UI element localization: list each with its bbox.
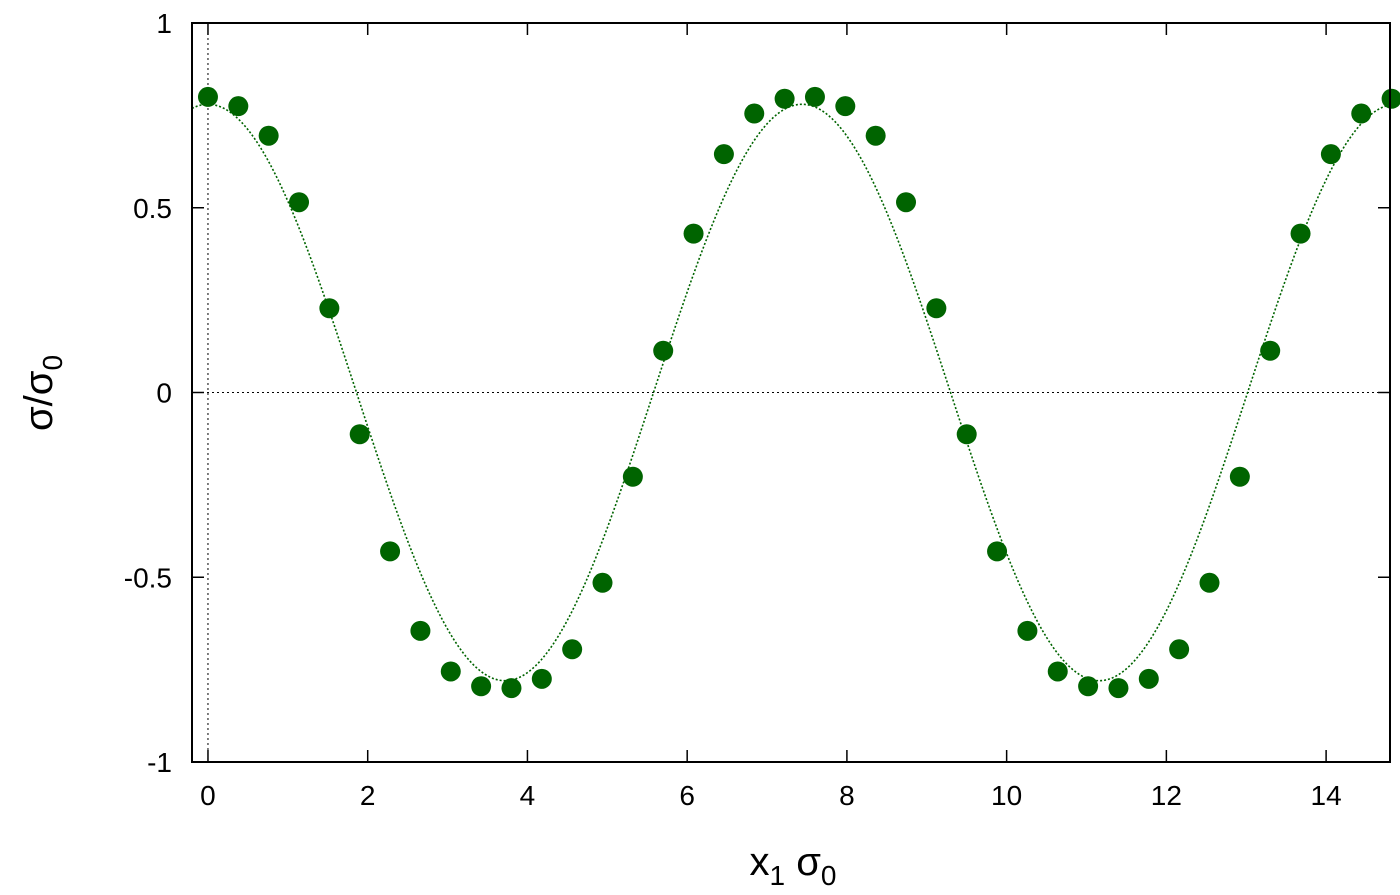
data-point (1229, 466, 1250, 487)
data-point (804, 86, 825, 107)
y-tick-label: 0 (156, 378, 172, 409)
data-point (501, 678, 522, 699)
data-point (440, 661, 461, 682)
x-axis-label-subscript-2: 0 (821, 860, 837, 891)
y-axis-label-subscript: 0 (37, 355, 68, 371)
data-point (1169, 639, 1190, 660)
x-tick-label: 12 (1151, 780, 1182, 811)
y-tick-label: -0.5 (124, 562, 172, 593)
data-point (1320, 144, 1341, 165)
data-point (380, 541, 401, 562)
y-tick-label: 0.5 (133, 193, 172, 224)
plot-frame (191, 22, 1391, 763)
data-point (926, 298, 947, 319)
x-tick-label: 14 (1311, 780, 1342, 811)
x-tick-label: 8 (839, 780, 855, 811)
data-point (1351, 103, 1372, 124)
x-axis-label-main: x (750, 840, 770, 884)
data-point (744, 103, 765, 124)
data-point (774, 88, 795, 109)
x-axis-label-middle: σ (785, 840, 821, 884)
y-axis-label: σ/σ0 (17, 355, 68, 431)
data-point (562, 639, 583, 660)
x-axis-label-subscript-1: 1 (770, 860, 786, 891)
data-point (683, 223, 704, 244)
data-point (835, 96, 856, 117)
data-point (896, 192, 917, 213)
fit-curve-layer (191, 103, 1391, 682)
data-point (865, 125, 886, 146)
data-point (228, 96, 249, 117)
fit-curve (191, 103, 1391, 682)
data-point (258, 125, 279, 146)
tick-labels: 0 2 4 6 8 10 12 14 -1 -0.5 0 0.5 1 (124, 8, 1342, 811)
data-point (1047, 661, 1068, 682)
x-tick-label: 4 (520, 780, 536, 811)
data-point (531, 668, 552, 689)
x-tick-label: 6 (679, 780, 695, 811)
x-tick-label: 0 (200, 780, 216, 811)
data-point (289, 192, 310, 213)
x-tick-label: 2 (360, 780, 376, 811)
data-point (1199, 572, 1220, 593)
data-point (653, 340, 674, 361)
data-point (410, 620, 431, 641)
y-axis-label-main: σ/σ (17, 370, 61, 431)
data-point (592, 572, 613, 593)
x-tick-label: 10 (991, 780, 1022, 811)
data-point (987, 541, 1008, 562)
data-point (713, 144, 734, 165)
y-tick-label: -1 (147, 747, 172, 778)
data-points-layer (197, 86, 1400, 699)
data-point (1138, 668, 1159, 689)
reference-lines (192, 23, 1390, 762)
data-point (622, 466, 643, 487)
data-point (1017, 620, 1038, 641)
x-axis-label: x1 σ0 (750, 840, 837, 891)
data-point (471, 676, 492, 697)
data-point (197, 86, 218, 107)
data-point (1260, 340, 1281, 361)
data-point (956, 424, 977, 445)
data-point (1290, 223, 1311, 244)
data-point (1078, 676, 1099, 697)
data-point (1108, 678, 1129, 699)
data-point (319, 298, 340, 319)
y-tick-label: 1 (156, 8, 172, 39)
data-point (349, 424, 370, 445)
